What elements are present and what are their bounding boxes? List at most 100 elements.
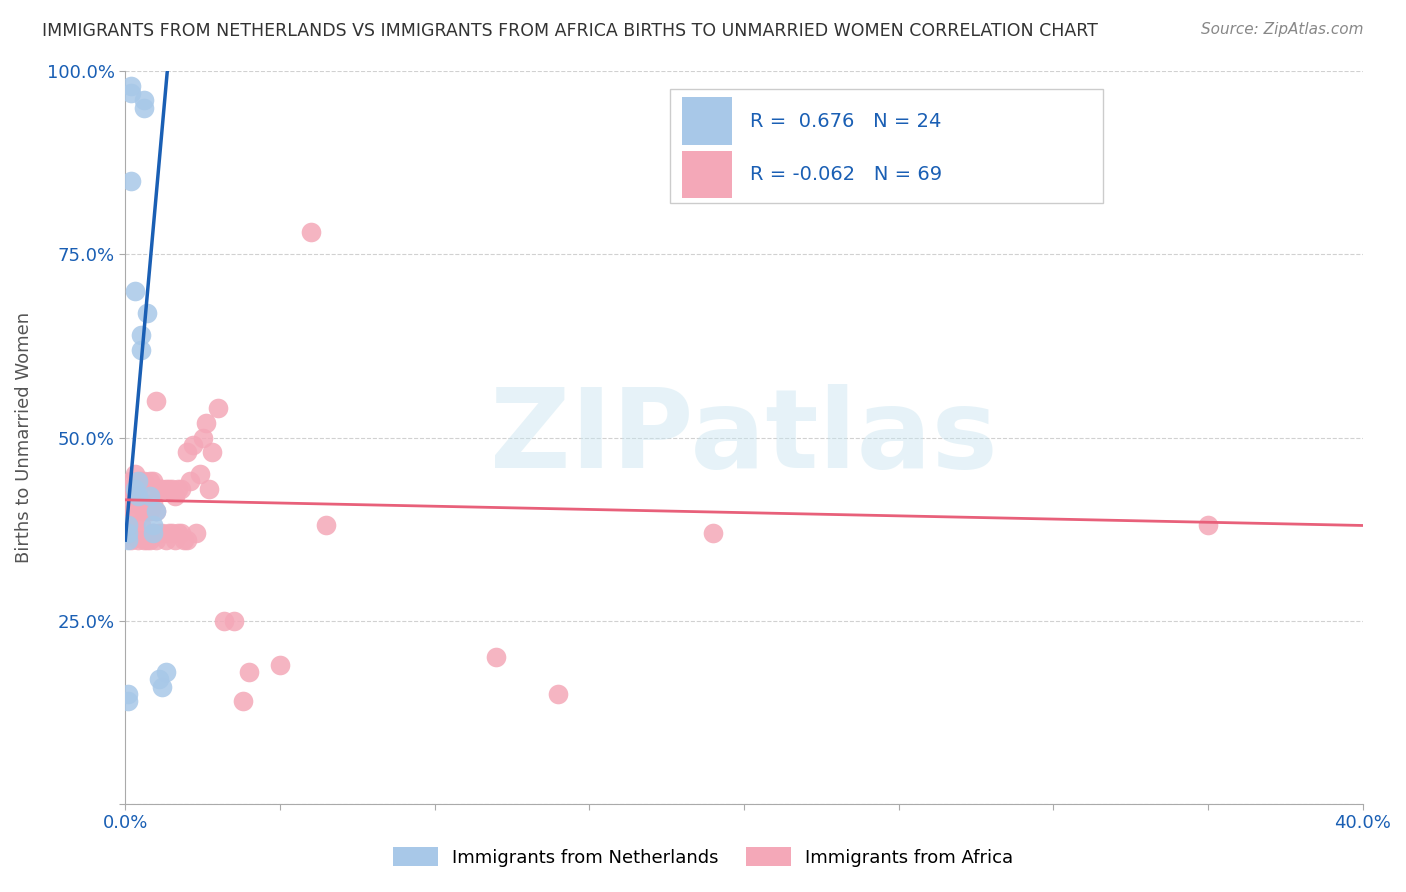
Point (127, 475, 149, 489)
Point (1197, 518, 1219, 533)
Point (121, 174, 143, 188)
Point (136, 504, 159, 518)
Text: Source: ZipAtlas.com: Source: ZipAtlas.com (1201, 22, 1364, 37)
Point (136, 533, 159, 548)
Point (129, 518, 152, 533)
Point (232, 694, 254, 708)
Point (145, 504, 167, 518)
Point (167, 525, 190, 540)
Point (299, 225, 322, 239)
Point (129, 343, 152, 357)
Point (176, 533, 198, 548)
Point (132, 533, 155, 548)
FancyBboxPatch shape (669, 89, 1102, 203)
Point (142, 518, 165, 533)
Point (139, 504, 162, 518)
Point (173, 533, 195, 548)
Point (121, 504, 143, 518)
Point (186, 525, 208, 540)
Point (117, 533, 139, 548)
Point (124, 496, 146, 510)
Text: R =  0.676   N = 24: R = 0.676 N = 24 (751, 112, 942, 131)
Point (176, 445, 198, 459)
Point (127, 504, 149, 518)
Point (117, 694, 139, 708)
Point (170, 525, 193, 540)
Point (121, 78, 143, 93)
Point (139, 533, 162, 548)
Point (152, 680, 174, 694)
Text: IMMIGRANTS FROM NETHERLANDS VS IMMIGRANTS FROM AFRICA BIRTHS TO UNMARRIED WOMEN : IMMIGRANTS FROM NETHERLANDS VS IMMIGRANT… (42, 22, 1098, 40)
Point (179, 475, 201, 489)
Point (152, 525, 174, 540)
Point (315, 518, 337, 533)
Point (127, 533, 149, 548)
Point (485, 650, 508, 665)
Point (124, 284, 146, 298)
Point (132, 101, 155, 115)
Point (155, 533, 177, 548)
Point (117, 525, 139, 540)
Point (157, 482, 180, 496)
Point (157, 525, 180, 540)
Point (117, 489, 139, 503)
Point (194, 416, 217, 430)
Point (142, 496, 165, 510)
Point (121, 86, 143, 100)
Point (117, 482, 139, 496)
Point (152, 482, 174, 496)
Point (191, 430, 214, 444)
Point (132, 504, 155, 518)
Bar (682, 97, 731, 145)
Point (117, 518, 139, 533)
Point (129, 327, 152, 342)
Point (214, 614, 236, 628)
Point (139, 489, 162, 503)
Point (117, 518, 139, 533)
Bar (682, 151, 731, 198)
Point (124, 518, 146, 533)
Point (142, 525, 165, 540)
Point (142, 475, 165, 489)
Point (183, 438, 205, 452)
Point (163, 533, 186, 548)
Point (167, 482, 190, 496)
Point (188, 467, 211, 482)
Point (160, 525, 183, 540)
Point (198, 482, 221, 496)
Point (129, 475, 152, 489)
Point (155, 665, 177, 679)
Point (132, 94, 155, 108)
Point (129, 496, 152, 510)
Point (222, 614, 245, 628)
Point (547, 687, 569, 701)
Text: R = -0.062   N = 69: R = -0.062 N = 69 (751, 165, 942, 184)
Point (148, 673, 170, 687)
Point (127, 489, 149, 503)
Point (160, 482, 183, 496)
Point (702, 525, 724, 540)
Point (142, 525, 165, 540)
Point (136, 482, 159, 496)
Point (148, 525, 170, 540)
Point (170, 482, 193, 496)
Point (132, 475, 155, 489)
Point (139, 475, 162, 489)
Point (269, 657, 291, 672)
Point (124, 467, 146, 482)
Y-axis label: Births to Unmarried Women: Births to Unmarried Women (15, 312, 32, 563)
Point (121, 533, 143, 548)
Point (121, 475, 143, 489)
Point (207, 401, 229, 416)
Point (201, 445, 224, 459)
Point (145, 504, 167, 518)
Point (117, 687, 139, 701)
Point (136, 306, 159, 320)
Text: ZIPatlas: ZIPatlas (491, 384, 998, 491)
Point (145, 533, 167, 548)
Point (155, 482, 177, 496)
Point (238, 665, 260, 679)
Point (145, 393, 167, 408)
Point (124, 482, 146, 496)
Point (163, 489, 186, 503)
